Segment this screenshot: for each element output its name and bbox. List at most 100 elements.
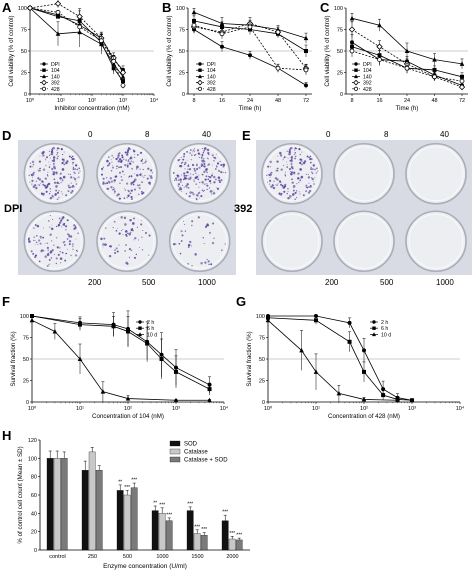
colony [208, 187, 211, 189]
x-tick-label: 10² [360, 406, 368, 412]
colony [127, 194, 130, 197]
colony [130, 175, 133, 178]
colony [208, 175, 210, 178]
colony [191, 151, 193, 153]
legend-swatch [169, 448, 181, 455]
y-tick-label: 100 [176, 6, 185, 12]
colony [276, 178, 279, 181]
colony [275, 177, 277, 180]
well [405, 142, 467, 205]
x-tick-label: 10⁴ [456, 405, 465, 412]
colony-plate-photo-dpi [18, 140, 236, 275]
colony [64, 259, 67, 262]
colony [61, 153, 64, 156]
colony [55, 189, 58, 192]
colony [139, 151, 143, 155]
data-point [377, 57, 382, 62]
data-point [119, 69, 127, 76]
colony [283, 190, 286, 193]
data-point [120, 83, 126, 88]
colony [138, 184, 141, 187]
photo-d-top-label-3: 40 [202, 130, 211, 139]
colony [118, 197, 121, 200]
series-6-h [30, 314, 212, 396]
colony [52, 150, 53, 152]
series-line [29, 7, 124, 71]
data-point [77, 356, 83, 361]
colony [70, 186, 72, 188]
colony [31, 183, 33, 185]
colony [47, 171, 49, 173]
x-tick-label: 10⁰ [264, 405, 273, 412]
x-tick-label: 72 [303, 98, 309, 104]
colony [103, 237, 106, 240]
colony [58, 147, 60, 150]
data-point [432, 74, 437, 80]
colony [207, 164, 209, 166]
colony [61, 251, 64, 254]
colony [118, 152, 121, 154]
colony [174, 243, 177, 245]
colony [118, 171, 121, 174]
colony [43, 184, 46, 187]
x-tick-label: 16 [376, 98, 382, 104]
colony [121, 170, 124, 173]
colony [29, 162, 32, 164]
well [96, 210, 158, 273]
colony [183, 163, 186, 166]
data-point [395, 397, 400, 403]
colony [70, 156, 73, 159]
colony [151, 172, 153, 174]
colony [116, 165, 118, 168]
colony [104, 182, 107, 185]
colony [194, 153, 197, 156]
series-line [193, 24, 307, 71]
colony [53, 165, 56, 169]
colony [286, 166, 288, 168]
colony [180, 162, 183, 164]
colony [187, 243, 191, 247]
colony [187, 171, 189, 173]
data-point [54, 0, 62, 7]
colony [299, 168, 302, 171]
series-line [29, 7, 124, 78]
colony [32, 252, 35, 255]
colony [46, 265, 49, 268]
colony [288, 148, 292, 151]
colony [207, 178, 210, 181]
significance-stars: *** [229, 531, 235, 537]
colony [148, 175, 150, 177]
colony [37, 177, 40, 180]
colony [33, 227, 35, 229]
colony [132, 181, 135, 184]
colony [298, 191, 300, 193]
colony [37, 244, 39, 245]
colony [294, 151, 297, 154]
colony [294, 149, 296, 151]
colony [299, 153, 301, 156]
colony [133, 188, 136, 191]
colony [48, 161, 50, 163]
colony [127, 189, 129, 192]
colony [203, 163, 206, 166]
colony [59, 257, 63, 260]
colony [64, 225, 68, 228]
colony [77, 172, 80, 174]
colony [125, 244, 127, 246]
colony [267, 165, 270, 168]
colony [197, 178, 200, 181]
colony [139, 168, 141, 170]
legend-marker [138, 320, 142, 324]
colony [49, 226, 51, 228]
data-point [247, 24, 253, 30]
colony [136, 226, 139, 228]
chart-f: 0 25 50 75 100 10⁰ 10¹ 10² 10³ 10⁴ Concentration o… [10, 310, 229, 420]
well [333, 210, 395, 273]
colony [299, 179, 302, 182]
colony [75, 164, 78, 167]
colony [113, 189, 115, 191]
x-tick-label: 10⁴ [150, 97, 159, 104]
colony [72, 243, 74, 245]
series-line [29, 7, 124, 86]
data-point [78, 322, 82, 327]
